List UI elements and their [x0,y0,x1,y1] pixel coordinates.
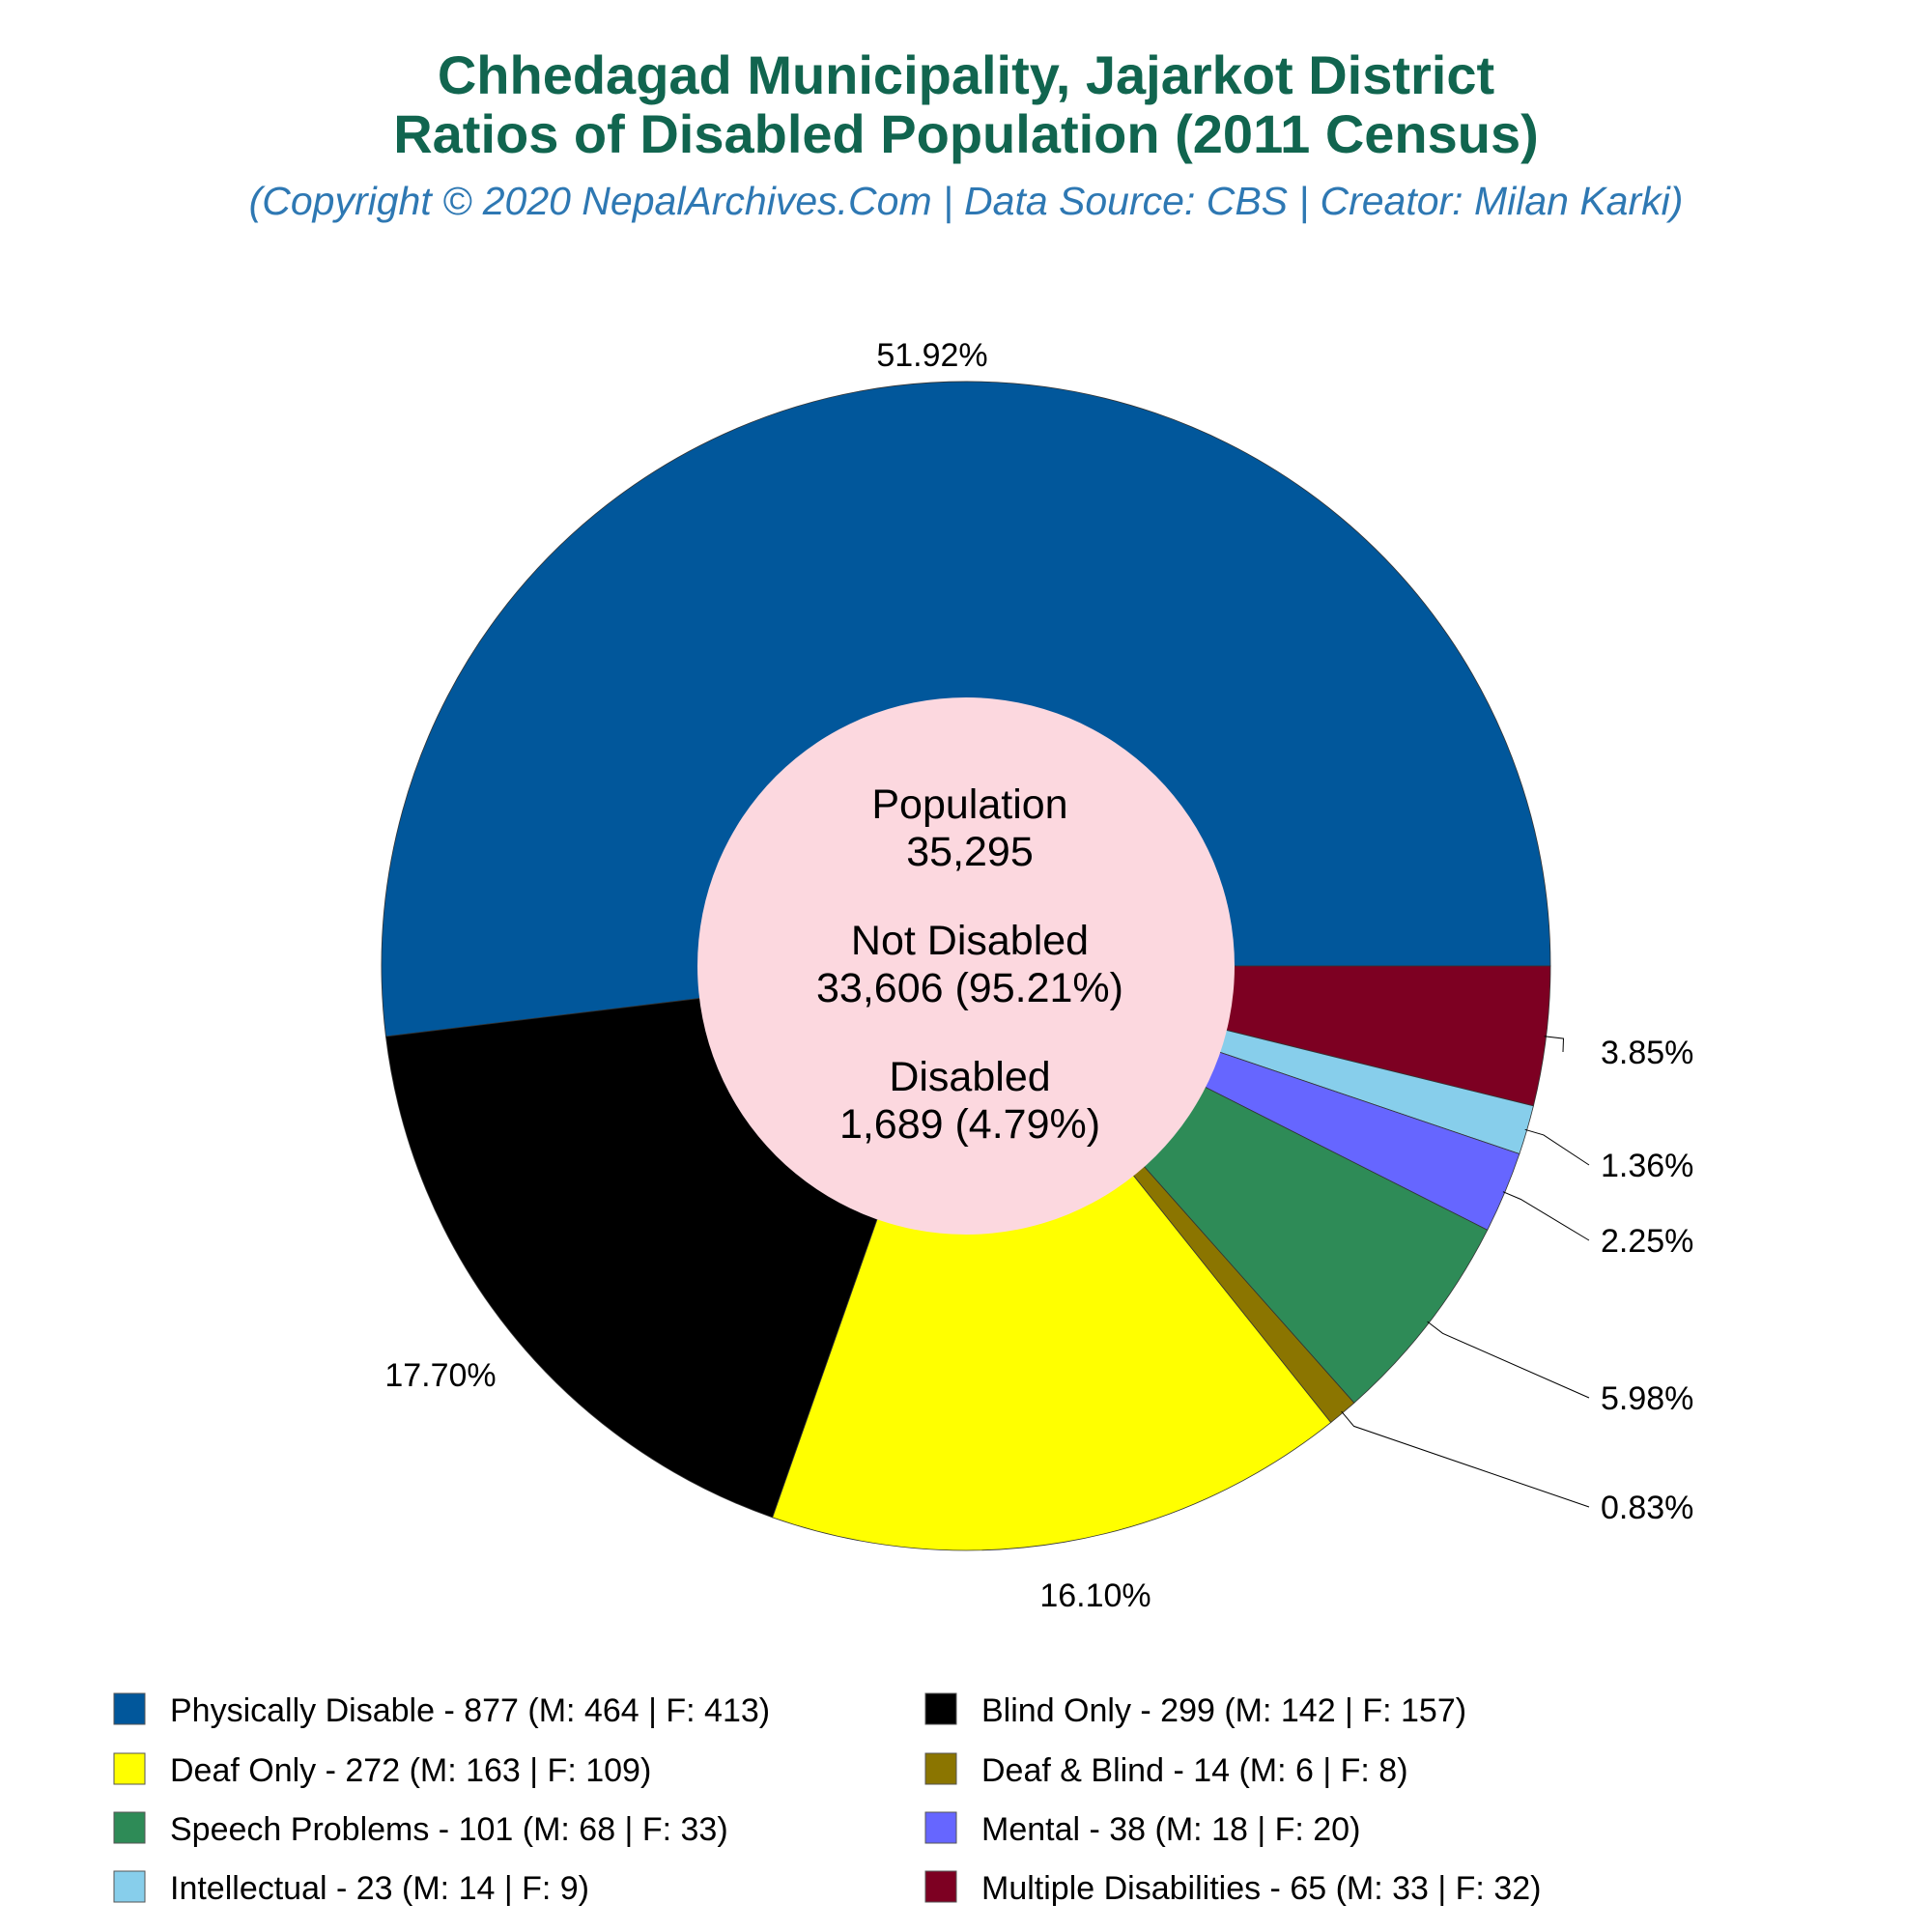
legend-label-physically-disable: Physically Disable - 877 (M: 464 | F: 41… [170,1692,770,1729]
pct-label-deaf-only: 16.10% [1039,1577,1151,1614]
legend-label-intellectual: Intellectual - 23 (M: 14 | F: 9) [170,1870,589,1907]
center-disabled-value: 1,689 (4.79%) [839,1101,1100,1148]
chart-title-line1: Chhedagad Municipality, Jajarkot Distric… [438,44,1494,105]
center-population-label: Population [871,781,1067,828]
legend-swatch-speech-problems [113,1811,146,1844]
pct-label-deaf-and-blind: 0.83% [1601,1490,1693,1526]
leader-line-multiple-disabilities [1544,1036,1565,1053]
pct-label-physically-disable: 51.92% [876,337,987,374]
leader-line-intellectual [1524,1128,1590,1166]
leader-line-mental [1502,1191,1590,1241]
legend-swatch-deaf-and-blind [924,1752,957,1785]
pct-label-multiple-disabilities: 3.85% [1601,1035,1693,1071]
center-not-disabled-label: Not Disabled [851,918,1089,964]
legend-swatch-intellectual [113,1870,146,1903]
legend-label-mental: Mental - 38 (M: 18 | F: 20) [981,1811,1360,1848]
center-population-value: 35,295 [906,829,1034,875]
legend-label-speech-problems: Speech Problems - 101 (M: 68 | F: 33) [170,1811,728,1848]
leader-line-speech-problems [1427,1321,1590,1399]
legend-label-blind-only: Blind Only - 299 (M: 142 | F: 157) [981,1692,1466,1729]
legend-swatch-mental [924,1811,957,1844]
pie-slices [381,381,1551,1551]
legend: Physically Disable - 877 (M: 464 | F: 41… [113,1692,1541,1907]
leader-line-deaf-and-blind [1341,1410,1590,1508]
leader-lines [1341,1036,1590,1508]
pct-label-blind-only: 17.70% [384,1357,496,1394]
center-not-disabled-value: 33,606 (95.21%) [816,965,1123,1011]
legend-label-multiple-disabilities: Multiple Disabilities - 65 (M: 33 | F: 3… [981,1870,1541,1907]
center-hole [697,697,1235,1235]
legend-label-deaf-and-blind: Deaf & Blind - 14 (M: 6 | F: 8) [981,1752,1408,1789]
chart-subtitle: (Copyright © 2020 NepalArchives.Com | Da… [249,179,1684,223]
legend-swatch-multiple-disabilities [924,1870,957,1903]
chart-title-line2: Ratios of Disabled Population (2011 Cens… [393,103,1539,164]
legend-swatch-physically-disable [113,1692,146,1725]
slice-percent-labels: 51.92% 3.85% 1.36% 2.25% 5.98% 0.83% 16.10% 17.… [384,337,1693,1614]
pie-slice-deaf-only [772,965,1332,1551]
pct-label-mental: 2.25% [1601,1223,1693,1260]
pct-label-speech-problems: 5.98% [1601,1380,1693,1417]
legend-swatch-deaf-only [113,1752,146,1785]
legend-swatch-blind-only [924,1692,957,1725]
legend-label-deaf-only: Deaf Only - 272 (M: 163 | F: 109) [170,1752,651,1789]
pct-label-intellectual: 1.36% [1601,1148,1693,1184]
center-disabled-label: Disabled [889,1054,1050,1100]
